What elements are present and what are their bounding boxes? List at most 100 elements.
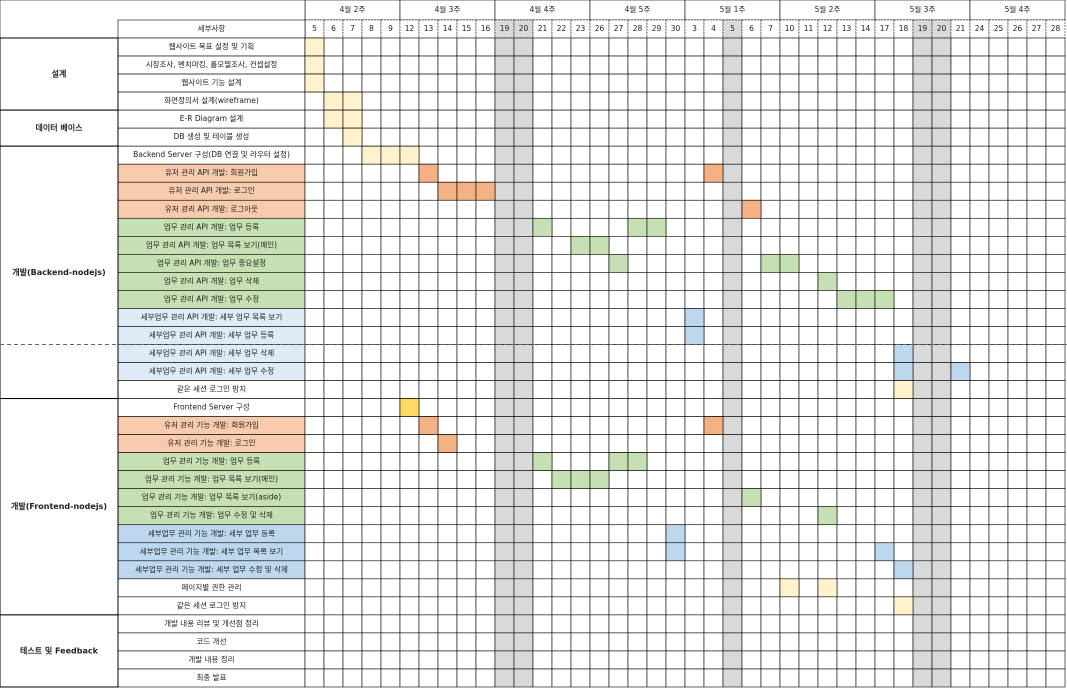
day-slot [798,632,819,652]
day-slot [836,668,857,688]
day-slot [969,650,990,670]
day-slot [988,37,1009,57]
day-slot [646,398,667,417]
day-slot [760,91,781,111]
day-slot [589,380,610,399]
day-slot [912,488,933,508]
day-slot [988,73,1009,93]
day-slot [1045,416,1066,435]
day-slot [912,506,933,526]
day-slot [703,542,724,562]
day-slot [570,127,591,147]
day-slot [361,308,382,327]
day-slot [532,254,553,273]
day-slot [551,199,572,219]
day-slot [703,199,724,219]
day-slot [1007,73,1028,93]
day-slot [418,199,439,219]
day-slot [779,326,800,345]
day-slot [532,614,553,634]
day-slot [1007,163,1028,183]
day-slot [532,37,553,57]
day-slot [399,560,420,580]
day-slot [950,254,971,273]
schedule-cell [437,434,458,453]
day-slot [741,145,762,165]
day-slot [1045,254,1066,273]
day-slot [551,254,572,273]
day-slot [855,217,876,237]
day-slot [1026,524,1047,544]
day-label: 7 [350,24,355,33]
day-slot [665,452,686,471]
day-slot [513,127,534,147]
day-slot [855,470,876,489]
day-slot [646,272,667,291]
task-label: Frontend Server 구성 [173,403,249,412]
day-slot [304,542,325,562]
schedule-cell [703,416,724,435]
day-slot [988,488,1009,508]
day-slot [665,91,686,111]
day-slot [722,181,743,201]
day-slot [570,434,591,453]
day-slot [798,398,819,417]
day-slot [1026,73,1047,93]
day-slot [1045,524,1066,544]
day-slot [361,91,382,111]
task-label: 유저 관리 기능 개발: 회원가입 [164,420,259,430]
day-slot [798,290,819,309]
day-slot [380,650,401,670]
day-slot [551,163,572,183]
day-slot [969,181,990,201]
day-slot [304,452,325,471]
day-slot [684,650,705,670]
day-slot [855,416,876,435]
day-slot [437,596,458,616]
day-slot [323,470,344,489]
day-slot [475,163,496,183]
week-label: 5월 4주 [1005,4,1031,14]
day-slot [551,614,572,634]
section-cell [0,37,119,111]
day-label: 27 [614,24,624,33]
day-slot [665,632,686,652]
schedule-cell [342,109,363,129]
schedule-cell [874,290,895,309]
day-slot [608,506,629,526]
day-slot [836,308,857,327]
day-slot [399,470,420,489]
day-slot [494,362,515,381]
day-slot [684,632,705,652]
day-slot [399,596,420,616]
day-slot [779,55,800,75]
day-slot [551,380,572,399]
day-slot [798,524,819,544]
day-slot [722,37,743,57]
day-slot [836,344,857,363]
day-slot [855,524,876,544]
day-slot [665,398,686,417]
day-slot [912,668,933,688]
day-label: 18 [899,24,909,33]
day-slot [1026,560,1047,580]
day-slot [760,326,781,345]
day-slot [931,596,952,616]
day-slot [893,199,914,219]
day-slot [342,578,363,598]
day-slot [684,524,705,544]
day-slot [380,398,401,417]
day-label: 21 [538,24,548,33]
day-slot [589,398,610,417]
day-slot [988,380,1009,399]
day-slot [741,91,762,111]
day-slot [684,55,705,75]
day-slot [741,55,762,75]
day-slot [608,272,629,291]
day-slot [532,398,553,417]
day-slot [931,398,952,417]
day-slot [988,127,1009,147]
day-slot [570,506,591,526]
day-slot [874,632,895,652]
day-slot [703,470,724,489]
